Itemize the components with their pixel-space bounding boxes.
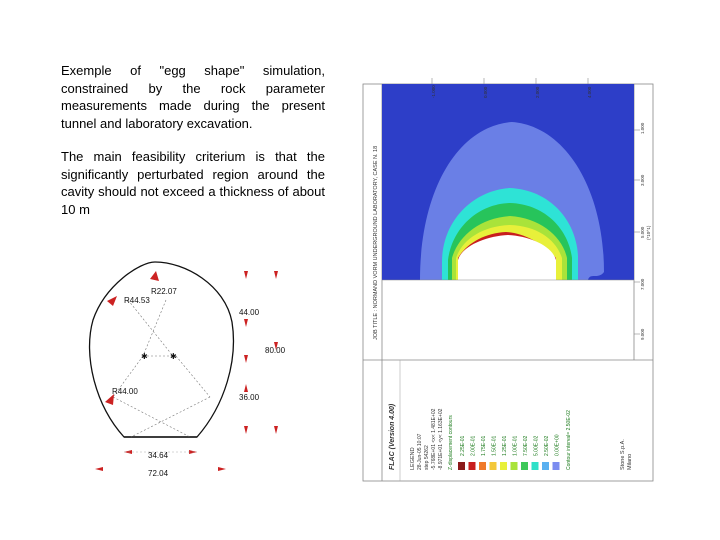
contour-level-label: 2.25E-01 (460, 435, 466, 456)
contour-swatch (510, 462, 518, 470)
svg-text:-1.000: -1.000 (431, 85, 436, 98)
radius-arrow-top (150, 271, 159, 281)
contour-level-label: 2.00E-01 (471, 435, 477, 456)
contour-swatch (468, 462, 476, 470)
svg-text:7.000: 7.000 (640, 278, 645, 290)
legend-step: step 54262 (424, 445, 430, 470)
contour-swatch (489, 462, 497, 470)
construction-lines (112, 299, 211, 438)
svg-text:2.000: 2.000 (535, 86, 540, 98)
plot-tick-labels: -1.000 0.000 2.000 4.000 1.000 3.000 5.0… (431, 85, 651, 340)
contour-level-label: 2.50E-02 (544, 435, 550, 456)
width-dimension-markers (95, 450, 226, 471)
height-label-total: 80.00 (265, 346, 286, 355)
legend-date: 28-Jun-05 10:07 (417, 433, 423, 470)
contour-title: Z-displacement contours (448, 415, 454, 470)
radius-arrow-left-top (107, 296, 117, 306)
flac-version: FLAC (Version 4.00) (389, 403, 396, 470)
total-width-label: 72.04 (148, 469, 169, 478)
plot-legend-panel: JOB TITLE : NORMAND VORM UNDERGROUND LAB… (373, 146, 633, 470)
egg-outline (88, 261, 235, 438)
svg-text:9.000: 9.000 (640, 328, 645, 340)
height-label-lower: 36.00 (239, 393, 260, 402)
contour-swatch (531, 462, 539, 470)
base-width-label: 34.64 (148, 451, 169, 460)
contour-swatch (500, 462, 507, 470)
radius-label-top: R22.07 (151, 287, 177, 296)
contour-level-label: 1.75E-01 (481, 435, 487, 456)
criterium-paragraph: The main feasibility criterium is that t… (61, 149, 325, 217)
center-marker-left: ✱ (141, 352, 148, 361)
displacement-field (382, 84, 634, 280)
svg-text:0.000: 0.000 (483, 86, 488, 98)
svg-text:3.000: 3.000 (640, 174, 645, 186)
company-city: Milano (627, 454, 633, 470)
job-title: JOB TITLE : NORMAND VORM UNDERGROUND LAB… (373, 146, 379, 340)
contour-swatch (521, 462, 528, 470)
legend-y-range: -8.971E+01 <y< 1.163E+02 (438, 408, 444, 470)
contour-level-label: 1.00E-01 (513, 435, 519, 456)
contour-level-label: 7.50E-02 (523, 435, 529, 456)
height-dimension-markers (244, 271, 278, 434)
svg-text:4.000: 4.000 (587, 86, 592, 98)
legend-x-range: -5.768E+01 <x< 1.481E+02 (431, 408, 437, 470)
company-name: Stone S.p.A. (620, 439, 626, 470)
contour-legend: 2.25E-01 2.00E-01 1.75E-01 1.50E-01 1.25E-01… (458, 434, 561, 470)
intro-paragraph: Exemple of "egg shape" simulation, const… (61, 63, 325, 131)
plot-frame (362, 83, 654, 482)
cavity-shape (458, 235, 556, 280)
contour-swatch (479, 462, 486, 470)
contour-level-label: 0.00E+00 (555, 434, 561, 456)
contour-level-label: 1.50E-01 (492, 435, 498, 456)
legend-title: LEGEND (410, 447, 416, 470)
radius-label-left-bottom: R44.00 (112, 387, 138, 396)
radius-arrow-left-bottom (105, 394, 114, 405)
svg-text:1.000: 1.000 (640, 122, 645, 134)
contour-swatch (542, 462, 549, 470)
radius-label-left-top: R44.53 (124, 296, 150, 305)
contour-level-label: 1.25E-01 (502, 435, 508, 456)
svg-text:(*10^1): (*10^1) (646, 225, 651, 240)
contour-swatch (458, 462, 465, 470)
height-label-upper: 44.00 (239, 308, 260, 317)
svg-text:5.000: 5.000 (640, 226, 645, 238)
center-marker-right: ✱ (170, 352, 177, 361)
contour-level-label: 5.00E-02 (534, 435, 540, 456)
plot-ticks (431, 78, 640, 335)
contour-interval: Contour interval= 2.50E-02 (566, 410, 572, 470)
contour-swatch (552, 462, 560, 470)
